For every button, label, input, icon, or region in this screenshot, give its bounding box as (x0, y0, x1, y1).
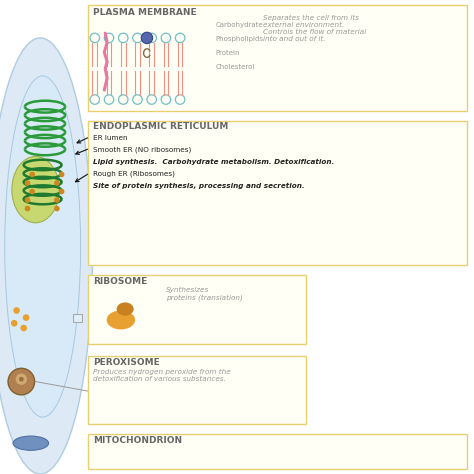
Text: Separates the cell from its
external environment.
Controls the flow of material
: Separates the cell from its external env… (263, 15, 366, 42)
Circle shape (54, 180, 60, 186)
Circle shape (29, 189, 35, 194)
Text: MITOCHONDRION: MITOCHONDRION (93, 436, 182, 445)
FancyBboxPatch shape (88, 5, 467, 111)
Text: Rough ER (Ribosomes): Rough ER (Ribosomes) (93, 171, 175, 177)
Circle shape (141, 32, 153, 44)
Circle shape (29, 172, 35, 177)
Circle shape (54, 206, 60, 211)
Text: ENDOPLASMIC RETICULUM: ENDOPLASMIC RETICULUM (93, 122, 229, 131)
Text: Protein: Protein (216, 50, 240, 56)
Circle shape (8, 368, 35, 395)
Ellipse shape (107, 310, 135, 329)
FancyBboxPatch shape (88, 434, 467, 469)
Text: PEROXISOME: PEROXISOME (93, 358, 160, 367)
Text: Site of protein synthesis, processing and secretion.: Site of protein synthesis, processing an… (93, 182, 305, 189)
Text: Phospholipids: Phospholipids (216, 36, 264, 42)
Circle shape (25, 197, 30, 203)
Circle shape (11, 320, 18, 327)
Text: Produces hydrogen peroxide from the
detoxification of various substances.: Produces hydrogen peroxide from the deto… (93, 369, 231, 382)
Circle shape (16, 374, 27, 385)
Ellipse shape (12, 156, 59, 223)
Ellipse shape (5, 76, 81, 417)
Circle shape (20, 325, 27, 331)
Circle shape (25, 180, 30, 186)
Text: Carbohydrate: Carbohydrate (216, 22, 263, 27)
Text: Cholesterol: Cholesterol (216, 64, 255, 70)
Ellipse shape (117, 302, 134, 316)
Text: Synthesizes
proteins (translation): Synthesizes proteins (translation) (166, 287, 243, 301)
Text: ER lumen: ER lumen (93, 135, 128, 141)
FancyBboxPatch shape (73, 314, 82, 322)
Text: RIBOSOME: RIBOSOME (93, 277, 147, 286)
Circle shape (59, 189, 64, 194)
Ellipse shape (13, 436, 48, 450)
FancyBboxPatch shape (88, 275, 306, 344)
Text: PLASMA MEMBRANE: PLASMA MEMBRANE (93, 8, 197, 17)
Circle shape (54, 197, 60, 203)
FancyBboxPatch shape (88, 121, 467, 265)
Circle shape (19, 377, 24, 382)
Text: Smooth ER (NO ribosomes): Smooth ER (NO ribosomes) (93, 147, 191, 154)
Ellipse shape (0, 38, 92, 474)
Circle shape (23, 314, 29, 321)
Circle shape (25, 206, 30, 211)
FancyBboxPatch shape (88, 356, 306, 424)
Circle shape (13, 307, 20, 314)
Circle shape (59, 172, 64, 177)
Text: Lipid synthesis.  Carbohydrate metabolism. Detoxification.: Lipid synthesis. Carbohydrate metabolism… (93, 159, 335, 165)
